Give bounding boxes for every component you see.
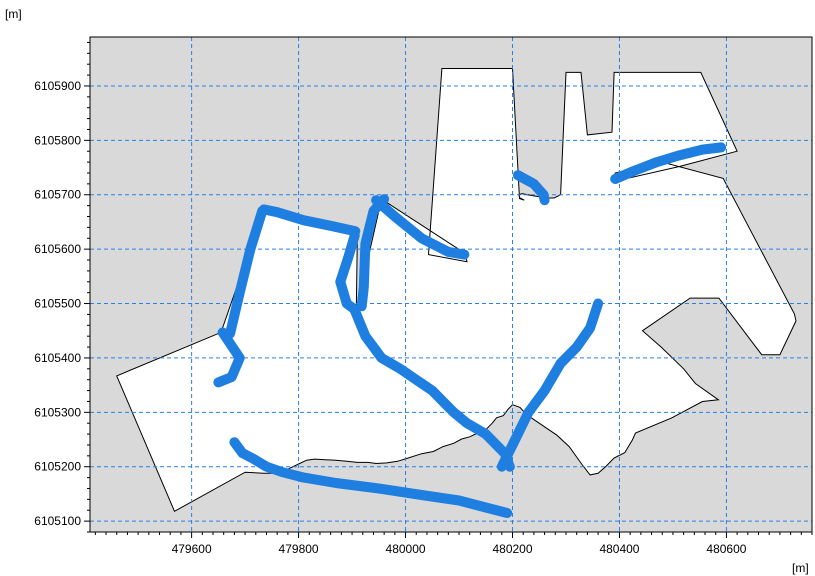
grid-lines [90,37,812,532]
y-tick-label: 6105500 [34,297,81,311]
highlight-band-10 [610,142,727,184]
y-tick-label: 6105400 [34,351,81,365]
y-tick-label: 6105300 [34,405,81,419]
x-tick-label: 479800 [279,542,319,556]
y-tick-label: 6105600 [34,242,81,256]
y-axis-unit: [m] [5,7,22,21]
x-tick-label: 480600 [706,542,746,556]
highlight-band-8 [496,298,604,472]
highlight-band-9 [512,170,550,206]
highlight-layer [213,142,727,518]
axes: 479600 479800 480000 480200 480400 480600 6105… [34,36,813,556]
highlight-band-6 [356,194,390,312]
x-tick-label: 480400 [599,542,639,556]
highlight-band-4 [213,327,245,388]
highlight-band-3 [371,195,470,260]
y-tick-label: 6105800 [34,133,81,147]
highlight-band-1 [258,204,361,237]
highlight-band-7 [349,305,515,472]
highlight-band-2 [335,230,360,314]
highlight-band-11 [229,437,513,518]
y-tick-label: 6105900 [34,79,81,93]
y-tick-label: 6105700 [34,188,81,202]
x-tick-label: 479600 [172,542,212,556]
plot-border-top [89,36,813,533]
y-tick-label: 6105200 [34,460,81,474]
x-axis-unit: [m] [792,561,809,575]
x-tick-label: 480000 [386,542,426,556]
y-tick-label: 6105100 [34,514,81,528]
highlight-band-5 [225,206,268,339]
x-tick-label: 480200 [492,542,532,556]
